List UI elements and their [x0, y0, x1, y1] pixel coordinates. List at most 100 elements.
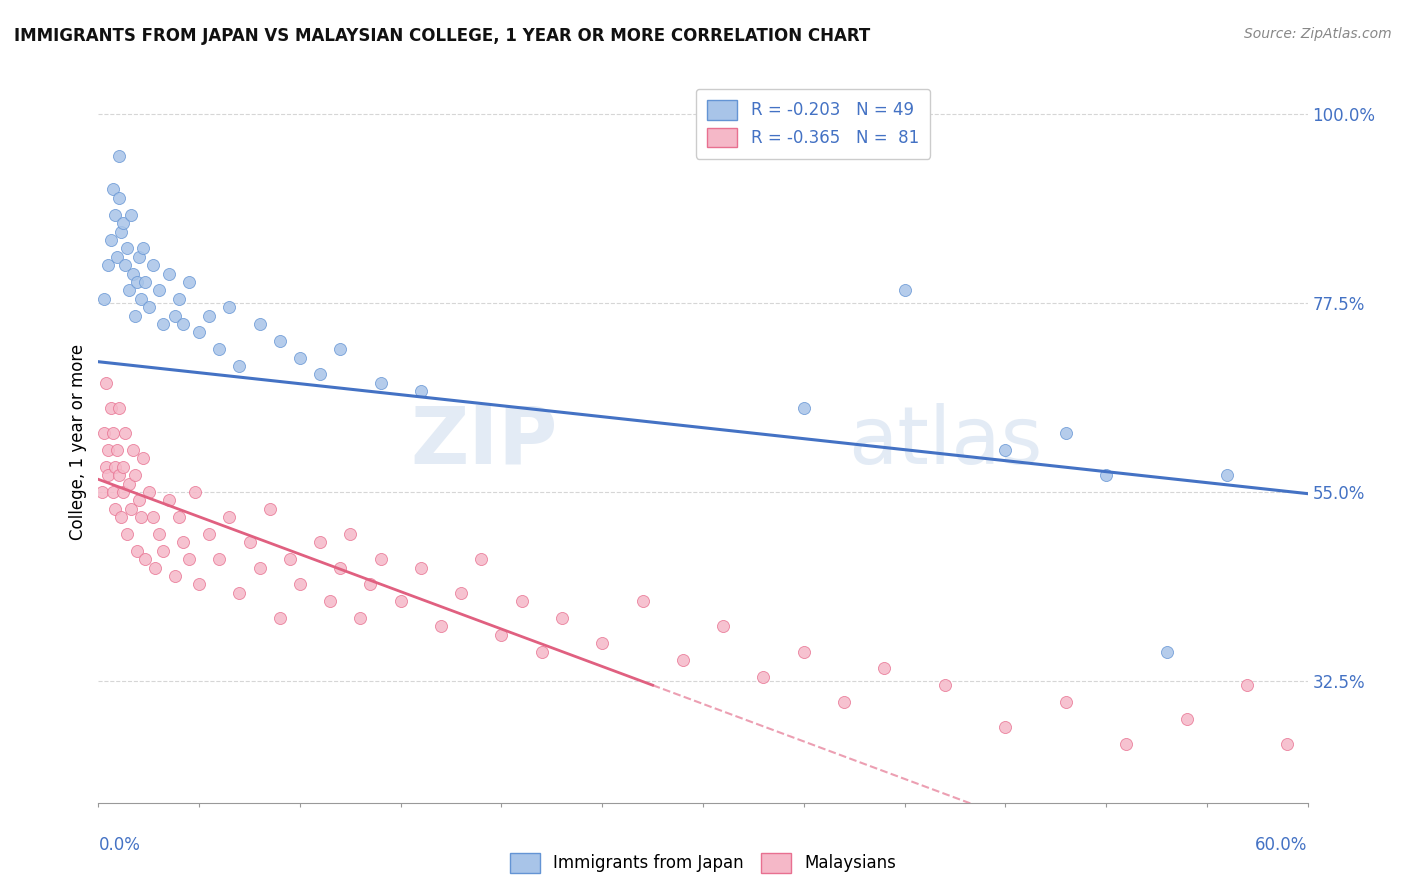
Point — [167, 510, 190, 524]
Point — [143, 560, 166, 574]
Point — [97, 442, 120, 457]
Point — [1175, 712, 1198, 726]
Point — [370, 376, 392, 390]
Point — [124, 309, 146, 323]
Point — [1216, 468, 1239, 483]
Point — [631, 594, 654, 608]
Point — [793, 644, 815, 658]
Point — [115, 527, 138, 541]
Point — [188, 326, 211, 340]
Point — [138, 485, 160, 500]
Point — [128, 250, 150, 264]
Point — [107, 149, 129, 163]
Point — [249, 560, 271, 574]
Point — [167, 292, 190, 306]
Point — [107, 468, 129, 483]
Point — [148, 527, 170, 541]
Point — [97, 468, 120, 483]
Point — [142, 510, 165, 524]
Point — [893, 283, 915, 297]
Point — [198, 527, 221, 541]
Point — [269, 334, 291, 348]
Point — [114, 426, 136, 441]
Point — [793, 401, 815, 415]
Point — [132, 241, 155, 255]
Point — [752, 670, 775, 684]
Point — [288, 577, 311, 591]
Point — [430, 619, 453, 633]
Point — [118, 283, 141, 297]
Point — [114, 258, 136, 272]
Text: IMMIGRANTS FROM JAPAN VS MALAYSIAN COLLEGE, 1 YEAR OR MORE CORRELATION CHART: IMMIGRANTS FROM JAPAN VS MALAYSIAN COLLE… — [14, 27, 870, 45]
Text: Source: ZipAtlas.com: Source: ZipAtlas.com — [1244, 27, 1392, 41]
Point — [551, 611, 574, 625]
Point — [208, 552, 231, 566]
Point — [152, 543, 174, 558]
Point — [198, 309, 221, 323]
Point — [491, 628, 513, 642]
Point — [172, 535, 194, 549]
Point — [111, 459, 134, 474]
Point — [93, 426, 115, 441]
Point — [832, 695, 855, 709]
Point — [329, 560, 352, 574]
Point — [125, 543, 148, 558]
Point — [339, 527, 361, 541]
Point — [142, 258, 165, 272]
Point — [259, 501, 281, 516]
Point — [157, 493, 180, 508]
Point — [134, 275, 156, 289]
Y-axis label: College, 1 year or more: College, 1 year or more — [69, 343, 87, 540]
Point — [163, 569, 186, 583]
Point — [1095, 468, 1118, 483]
Point — [208, 342, 231, 356]
Point — [184, 485, 207, 500]
Point — [309, 535, 332, 549]
Text: 0.0%: 0.0% — [98, 837, 141, 855]
Point — [115, 241, 138, 255]
Point — [120, 208, 142, 222]
Point — [107, 191, 129, 205]
Point — [96, 459, 118, 474]
Point — [97, 258, 120, 272]
Point — [101, 426, 124, 441]
Point — [118, 476, 141, 491]
Point — [319, 594, 342, 608]
Point — [103, 208, 125, 222]
Point — [228, 359, 250, 373]
Point — [128, 493, 150, 508]
Point — [188, 577, 211, 591]
Point — [1277, 737, 1299, 751]
Point — [470, 552, 492, 566]
Point — [873, 661, 896, 675]
Point — [249, 317, 271, 331]
Point — [163, 309, 186, 323]
Point — [110, 510, 132, 524]
Point — [1115, 737, 1137, 751]
Point — [93, 292, 115, 306]
Point — [360, 577, 382, 591]
Point — [239, 535, 262, 549]
Point — [111, 485, 134, 500]
Point — [132, 451, 155, 466]
Point — [107, 401, 129, 415]
Point — [125, 275, 148, 289]
Point — [349, 611, 371, 625]
Point — [105, 442, 128, 457]
Point — [100, 401, 122, 415]
Point — [103, 501, 125, 516]
Point — [329, 342, 352, 356]
Point — [110, 225, 132, 239]
Point — [672, 653, 695, 667]
Point — [1156, 644, 1178, 658]
Point — [530, 644, 553, 658]
Point — [152, 317, 174, 331]
Legend: Immigrants from Japan, Malaysians: Immigrants from Japan, Malaysians — [503, 847, 903, 880]
Point — [172, 317, 194, 331]
Point — [288, 351, 311, 365]
Point — [101, 485, 124, 500]
Point — [450, 586, 472, 600]
Point — [101, 182, 124, 196]
Point — [934, 678, 956, 692]
Point — [994, 442, 1017, 457]
